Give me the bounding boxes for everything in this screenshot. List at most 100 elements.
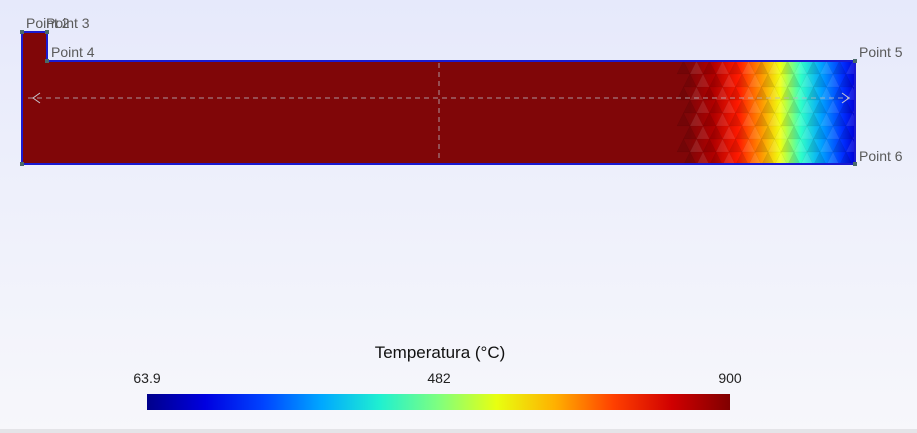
vertex-markers <box>20 30 857 166</box>
mesh-triangle <box>748 151 762 164</box>
mesh-triangle <box>702 60 717 75</box>
legend-title: Temperatura (°C) <box>374 343 506 362</box>
mesh-triangle <box>793 60 808 75</box>
mesh-triangle <box>735 73 749 88</box>
mesh-triangle <box>696 151 710 164</box>
mesh-triangle <box>806 112 821 127</box>
mesh-triangle <box>800 73 814 88</box>
mesh-triangle <box>845 112 855 127</box>
mesh-triangle <box>715 112 730 127</box>
vertex-p3[interactable] <box>45 30 49 34</box>
mesh-triangle <box>761 99 775 114</box>
mesh-triangle <box>787 125 801 140</box>
mesh-triangle <box>845 60 855 75</box>
mesh-triangle <box>845 86 855 101</box>
mesh-triangle <box>832 112 847 127</box>
mesh-triangle <box>722 99 736 114</box>
mesh-triangle <box>722 151 736 164</box>
mesh-triangle <box>826 99 840 114</box>
mesh-triangle <box>813 99 827 114</box>
mesh-triangle <box>754 138 769 153</box>
mesh-triangle <box>767 112 782 127</box>
mesh-triangle <box>787 73 801 88</box>
mesh-triangle <box>826 151 840 164</box>
mesh-triangle <box>813 151 827 164</box>
mesh-triangle <box>767 86 782 101</box>
mesh-triangle <box>813 73 827 88</box>
mesh-triangle <box>761 151 775 164</box>
mesh-triangle <box>696 125 710 140</box>
mesh-triangle <box>748 73 762 88</box>
mesh-triangle <box>839 151 853 164</box>
mesh-triangle <box>683 125 697 140</box>
mesh-triangle <box>702 86 717 101</box>
point-5-label: Point 5 <box>859 44 903 60</box>
mesh-triangle <box>806 86 821 101</box>
mesh-triangle <box>826 73 840 88</box>
mesh-triangle <box>839 99 853 114</box>
mesh-triangle <box>735 151 749 164</box>
mesh-triangle <box>728 112 743 127</box>
mesh-triangle <box>689 60 704 75</box>
mesh-triangle <box>676 138 691 153</box>
point-4-label: Point 4 <box>51 44 95 60</box>
mesh-triangle <box>689 112 704 127</box>
mesh-triangle <box>793 112 808 127</box>
mesh-triangle <box>715 138 730 153</box>
mesh-triangle <box>741 86 756 101</box>
mesh-triangle <box>676 112 691 127</box>
mesh-triangle <box>728 86 743 101</box>
mesh-triangle <box>774 73 788 88</box>
legend-max-label: 900 <box>718 370 742 386</box>
mesh-triangle <box>689 86 704 101</box>
mesh-triangle <box>748 99 762 114</box>
mesh-triangle <box>735 125 749 140</box>
mesh-triangle <box>715 60 730 75</box>
mesh-triangle <box>774 99 788 114</box>
mesh-triangle <box>787 99 801 114</box>
mesh-triangle <box>767 60 782 75</box>
mesh-triangle <box>761 125 775 140</box>
mesh-triangle <box>813 125 827 140</box>
mesh-triangle <box>728 60 743 75</box>
mesh-triangle <box>683 73 697 88</box>
vertex-p4[interactable] <box>45 59 49 63</box>
mesh-triangle <box>832 138 847 153</box>
mesh-triangle <box>683 151 697 164</box>
mesh-triangle <box>819 86 834 101</box>
mesh-triangle <box>676 86 691 101</box>
mesh-triangle <box>754 112 769 127</box>
mesh-triangle <box>709 125 723 140</box>
mesh-triangle <box>728 138 743 153</box>
bottom-border <box>0 429 917 433</box>
vertex-p1[interactable] <box>20 162 24 166</box>
mesh-triangle <box>741 60 756 75</box>
mesh-triangle <box>709 99 723 114</box>
mesh-triangle <box>715 86 730 101</box>
legend-mid-label: 482 <box>427 370 451 386</box>
mesh-triangle <box>819 112 834 127</box>
mesh-triangles <box>676 60 855 164</box>
vertex-p6[interactable] <box>853 162 857 166</box>
mesh-triangle <box>774 151 788 164</box>
mesh-triangle <box>780 60 795 75</box>
point-2-label: Point 2 <box>26 15 70 31</box>
mesh-triangle <box>754 60 769 75</box>
mesh-triangle <box>819 138 834 153</box>
mesh-triangle <box>702 112 717 127</box>
mesh-triangle <box>754 86 769 101</box>
mesh-triangle <box>800 125 814 140</box>
mesh-triangle <box>702 138 717 153</box>
vertex-p2[interactable] <box>20 30 24 34</box>
point-6-label: Point 6 <box>859 148 903 164</box>
mesh-triangle <box>774 125 788 140</box>
mesh-triangle <box>832 60 847 75</box>
mesh-triangle <box>683 99 697 114</box>
mesh-triangle <box>761 73 775 88</box>
mesh-triangle <box>800 99 814 114</box>
vertex-p5[interactable] <box>853 59 857 63</box>
legend-min-label: 63.9 <box>133 370 161 386</box>
mesh-triangle <box>806 138 821 153</box>
mesh-triangle <box>722 73 736 88</box>
